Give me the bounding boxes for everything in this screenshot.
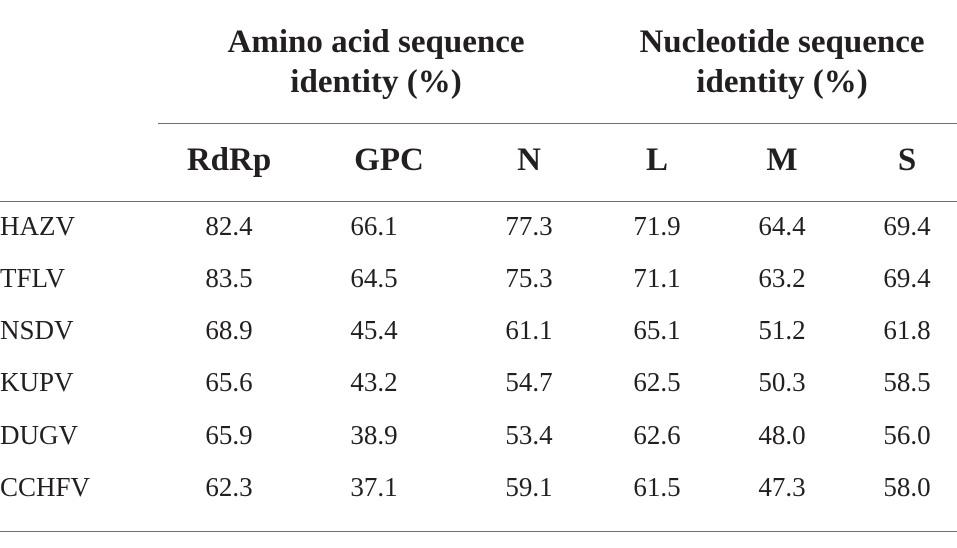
table-cell: 59.1 (505, 472, 553, 502)
column-header-gpc: GPC (354, 142, 424, 178)
table-cell: 61.1 (505, 315, 553, 345)
table-cell: 65.9 (205, 420, 253, 450)
table-cell: 58.0 (883, 472, 931, 502)
table-cell: 77.3 (505, 211, 553, 241)
table-cell: 61.5 (633, 472, 681, 502)
table-cell: 66.1 (350, 211, 398, 241)
column-header-l: L (645, 142, 668, 178)
row-label: NSDV (0, 315, 74, 345)
column-header-s: S (897, 142, 917, 178)
table-cell: 69.4 (883, 211, 931, 241)
column-header-m: M (766, 142, 798, 178)
group-header-line: Amino acid sequence (227, 24, 525, 60)
table-cell: 37.1 (350, 472, 398, 502)
table-cell: 62.5 (633, 367, 681, 397)
group-header-line: Nucleotide sequence (639, 24, 925, 60)
table-cell: 68.9 (205, 315, 253, 345)
table-cell: 64.4 (758, 211, 806, 241)
table-cell: 58.5 (883, 367, 931, 397)
table-cell: 51.2 (758, 315, 806, 345)
table-cell: 82.4 (205, 211, 253, 241)
group-header-line: identity (%) (696, 64, 868, 100)
table-cell: 63.2 (758, 263, 806, 293)
table-cell: 50.3 (758, 367, 806, 397)
row-label: HAZV (0, 211, 75, 241)
table-cell: 43.2 (350, 367, 398, 397)
table-cell: 69.4 (883, 263, 931, 293)
header-rule (0, 201, 957, 202)
nucleotide-group-header: Nucleotide sequence identity (%) (612, 22, 952, 102)
table-cell: 45.4 (350, 315, 398, 345)
table-cell: 56.0 (883, 420, 931, 450)
column-header-rdrp: RdRp (186, 142, 272, 178)
bottom-rule (0, 531, 957, 532)
table-cell: 65.6 (205, 367, 253, 397)
table-cell: 38.9 (350, 420, 398, 450)
table-cell: 62.6 (633, 420, 681, 450)
subheader-rule (158, 123, 957, 124)
table-cell: 53.4 (505, 420, 553, 450)
table-cell: 71.1 (633, 263, 681, 293)
table-cell: 54.7 (505, 367, 553, 397)
row-label: DUGV (0, 420, 78, 450)
table-cell: 48.0 (758, 420, 806, 450)
row-label: CCHFV (0, 472, 91, 502)
table-cell: 62.3 (205, 472, 253, 502)
row-label: KUPV (0, 367, 74, 397)
table-cell: 71.9 (633, 211, 681, 241)
row-label: TFLV (0, 263, 66, 293)
amino-acid-group-header: Amino acid sequence identity (%) (195, 22, 557, 102)
group-header-line: identity (%) (290, 64, 462, 100)
column-header-n: N (517, 142, 541, 178)
table-cell: 47.3 (758, 472, 806, 502)
table-cell: 65.1 (633, 315, 681, 345)
table-cell: 64.5 (350, 263, 398, 293)
table-cell: 75.3 (505, 263, 553, 293)
table-cell: 61.8 (883, 315, 931, 345)
table-cell: 83.5 (205, 263, 253, 293)
